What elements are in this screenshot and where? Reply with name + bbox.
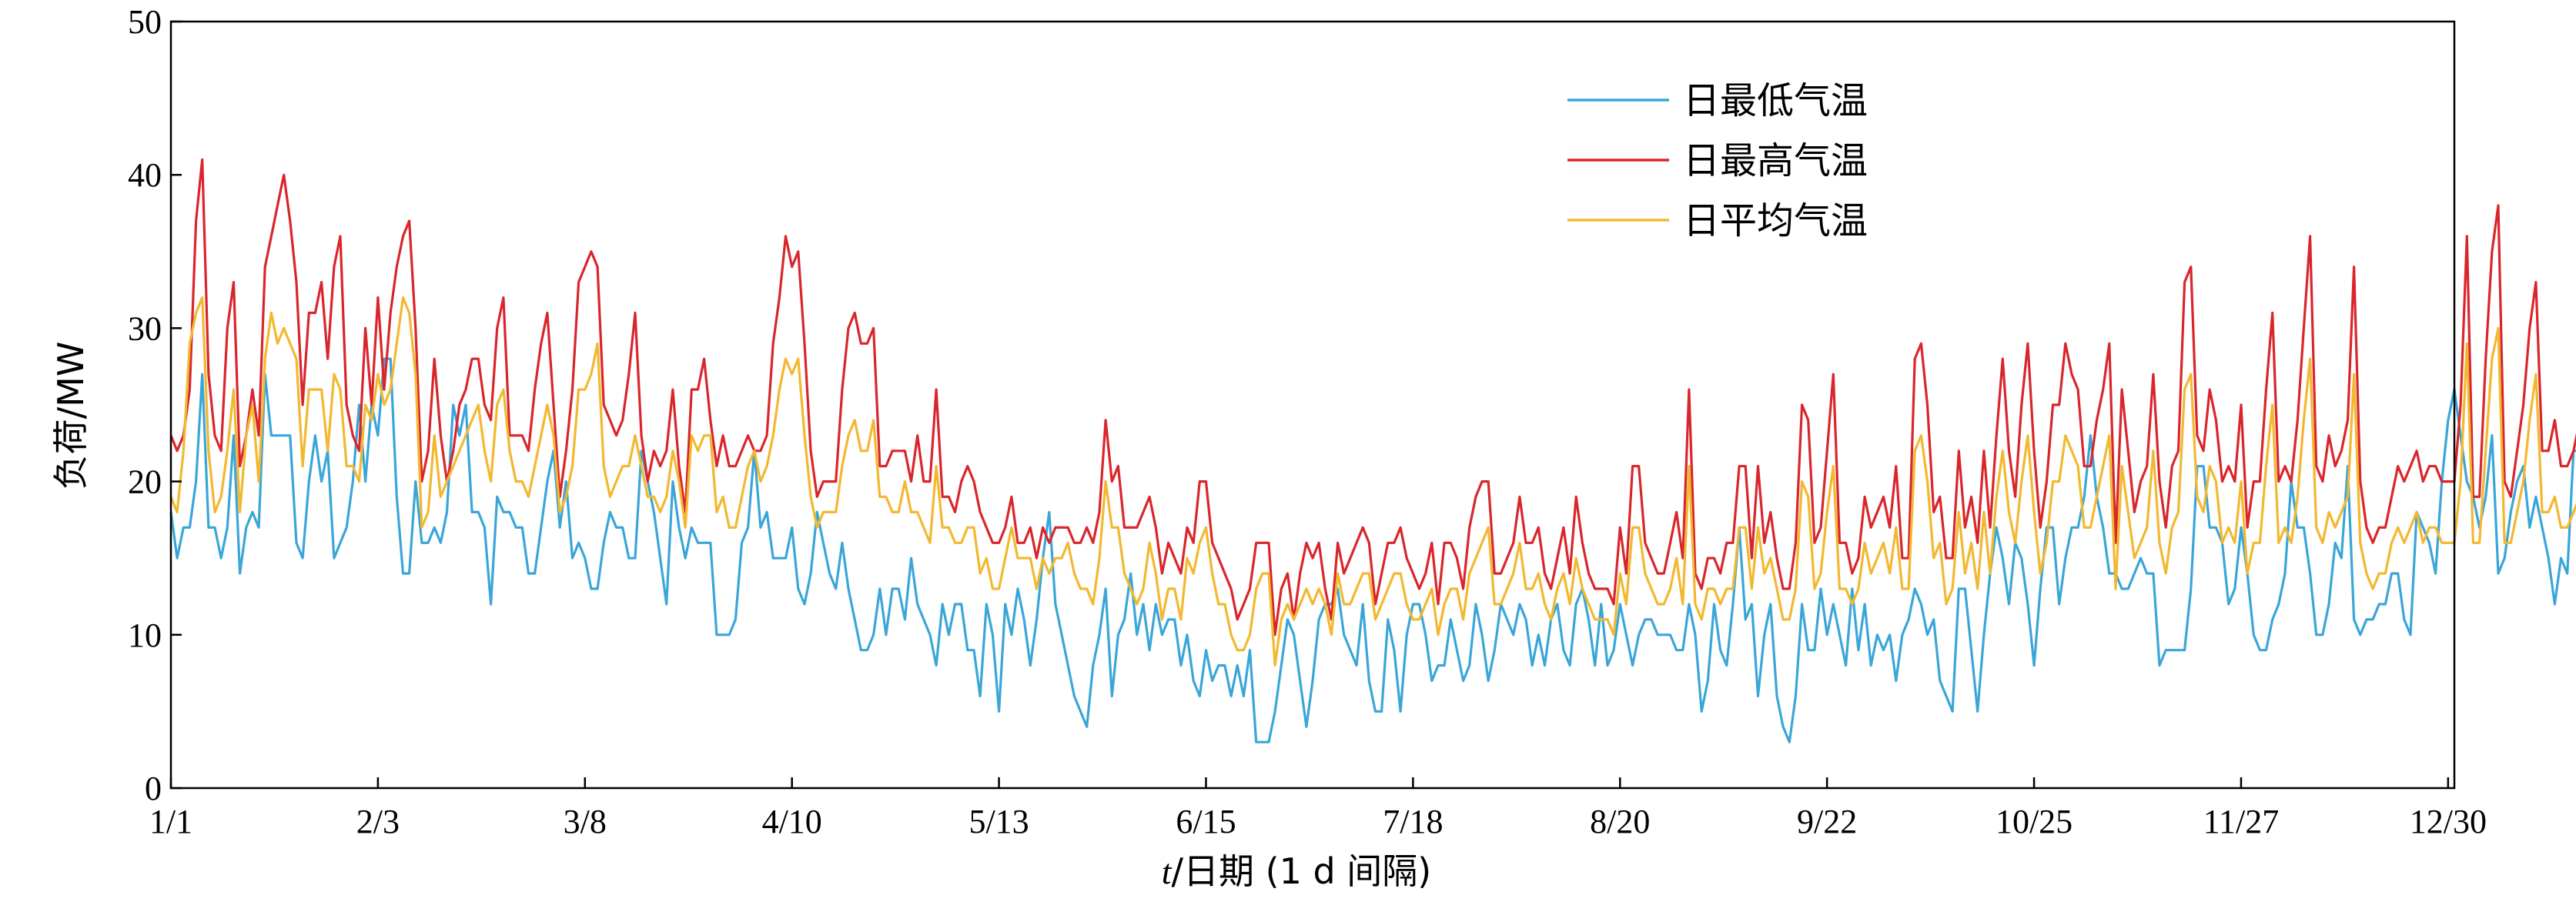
y-tick-label: 30 bbox=[128, 309, 162, 347]
x-tick-label: 12/30 bbox=[2410, 803, 2487, 840]
y-tick-label: 40 bbox=[128, 156, 162, 194]
series-line-2 bbox=[169, 158, 2576, 636]
x-tick-label: 8/20 bbox=[1590, 803, 1650, 840]
x-tick-label: 6/15 bbox=[1176, 803, 1236, 840]
series-line-3 bbox=[169, 296, 2576, 667]
series-line-1 bbox=[169, 357, 2576, 743]
legend-label-1: 日最低气温 bbox=[1683, 79, 1868, 122]
x-tick-label: 5/13 bbox=[969, 803, 1029, 840]
y-tick-label: 0 bbox=[145, 770, 162, 807]
y-tick-label: 20 bbox=[128, 463, 162, 501]
x-tick-label: 1/1 bbox=[149, 803, 192, 840]
x-axis-title: t/日期 (1 d 间隔) bbox=[1162, 850, 1432, 892]
series-layer bbox=[169, 158, 2576, 743]
x-tick-label: 2/3 bbox=[356, 803, 400, 840]
legend-label-3: 日平均气温 bbox=[1683, 199, 1868, 242]
plot-area bbox=[171, 22, 2454, 788]
x-tick-label: 10/25 bbox=[1996, 803, 2073, 840]
x-axis-title-rest: /日期 (1 d 间隔) bbox=[1172, 850, 1432, 892]
x-tick-label: 11/27 bbox=[2203, 803, 2280, 840]
x-tick-label: 7/18 bbox=[1383, 803, 1443, 840]
x-tick-label: 3/8 bbox=[564, 803, 607, 840]
legend-label-2: 日最高气温 bbox=[1683, 139, 1868, 182]
plot-frame bbox=[169, 20, 2456, 790]
plot-background bbox=[171, 22, 2454, 788]
x-axis-title-italic: t bbox=[1162, 852, 1173, 891]
y-tick-label: 10 bbox=[128, 616, 162, 654]
y-axis-title: 负荷/MW bbox=[50, 342, 92, 490]
axes-layer: 0 10 20 30 40 50 1/1 2/3 3/8 4/10 5/13 6/15 7/18 8/20… bbox=[128, 3, 2487, 840]
x-tick-label: 9/22 bbox=[1797, 803, 1857, 840]
y-tick-label: 50 bbox=[128, 3, 162, 41]
x-tick-label: 4/10 bbox=[762, 803, 822, 840]
